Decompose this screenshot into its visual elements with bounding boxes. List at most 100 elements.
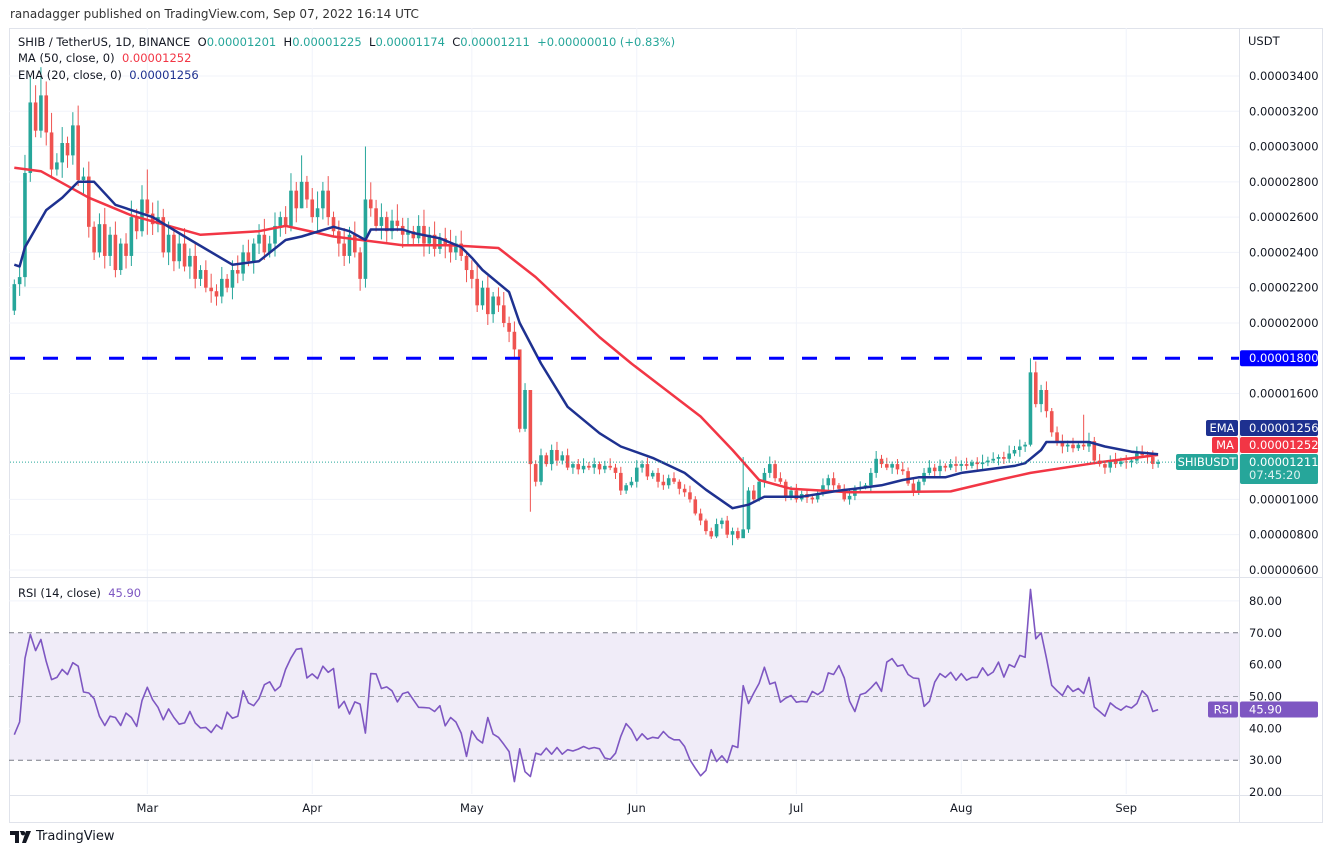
rsi-badge-tag: [1208, 701, 1238, 718]
candle: [815, 489, 820, 503]
candle-body: [752, 490, 756, 500]
candle: [230, 260, 235, 300]
rsi-label: RSI (14, close): [18, 586, 101, 600]
candle: [682, 484, 687, 497]
candle: [619, 466, 623, 496]
candle-body: [134, 217, 139, 232]
candle: [55, 153, 59, 176]
candle: [1033, 361, 1038, 408]
price-axis-label: 0.00002800: [1249, 175, 1319, 189]
legend-ema-row[interactable]: EMA (20, close, 0) 0.00001256: [18, 68, 199, 82]
symbol-info[interactable]: SHIB / TetherUS, 1D, BINANCE: [18, 35, 191, 49]
candle-body: [1092, 441, 1097, 461]
candle: [970, 459, 974, 469]
candle-body: [342, 243, 346, 256]
candle: [879, 454, 884, 468]
candle-body: [1023, 444, 1027, 447]
candle: [672, 472, 676, 485]
candle-body: [810, 497, 815, 500]
candle-body: [778, 478, 783, 482]
rsi-axis-label: 70.00: [1249, 626, 1282, 640]
candle-body: [693, 499, 698, 514]
candle-body: [890, 464, 894, 468]
candle-body: [459, 243, 464, 256]
candle-body: [374, 208, 378, 226]
candle-body: [927, 467, 932, 473]
candle: [262, 218, 267, 261]
ema-badge-tag-label: EMA: [1209, 421, 1234, 435]
candle: [762, 468, 767, 488]
candle-body: [746, 490, 751, 530]
candle-body: [730, 531, 735, 535]
candle: [251, 238, 256, 274]
candle: [39, 67, 43, 138]
candle-body: [289, 190, 293, 226]
candle: [496, 287, 501, 312]
candle: [486, 276, 490, 325]
candle: [528, 390, 533, 512]
time-axis-label: Sep: [1115, 801, 1137, 815]
candle: [1023, 441, 1027, 452]
candle-body: [1081, 444, 1086, 447]
rsi-axis-label: 30.00: [1249, 753, 1282, 767]
candle-body: [523, 390, 527, 429]
candle: [33, 85, 38, 138]
candle-body: [294, 190, 299, 209]
candle: [278, 211, 283, 237]
candle: [480, 280, 485, 310]
candle-body: [299, 181, 304, 209]
candle: [92, 221, 96, 261]
rsi-badge-bg: [1240, 701, 1318, 718]
candle-body: [943, 465, 948, 468]
candle-body: [581, 465, 586, 470]
candle-body: [464, 255, 469, 271]
candle-body: [55, 162, 59, 170]
legend-ma-row[interactable]: MA (50, close, 0) 0.00001252: [18, 51, 191, 65]
candle: [1060, 434, 1065, 454]
candle-body: [938, 465, 942, 472]
candle: [145, 169, 150, 235]
candle: [124, 233, 128, 269]
candle: [166, 221, 171, 266]
candle-body: [124, 243, 128, 256]
candle: [289, 173, 293, 232]
candle: [911, 477, 916, 497]
price-axis-unit: USDT: [1248, 34, 1281, 48]
candle-body: [480, 287, 485, 306]
candle-body: [262, 234, 267, 253]
candle: [28, 75, 33, 182]
candle-body: [837, 485, 841, 489]
candle-body: [379, 217, 384, 226]
candle-body: [1065, 444, 1070, 447]
tradingview-logo[interactable]: TradingView: [10, 829, 115, 844]
candle-body: [44, 95, 49, 133]
candle: [12, 279, 17, 315]
candle: [831, 472, 836, 490]
candle-body: [539, 455, 543, 482]
time-axis-label: Mar: [136, 801, 158, 815]
candle: [411, 225, 416, 247]
candle-body: [305, 181, 309, 200]
candle-body: [92, 226, 96, 253]
candle: [592, 457, 597, 474]
candle: [193, 243, 198, 289]
candle: [656, 468, 660, 488]
candle-body: [1033, 372, 1038, 405]
resistance-badge-bg: [1240, 350, 1318, 367]
candle: [778, 472, 783, 485]
candle: [501, 291, 506, 328]
candle: [874, 450, 878, 478]
close-label: C: [452, 35, 461, 49]
candle: [826, 474, 831, 491]
candle-body: [225, 278, 229, 288]
publish-info: ranadagger published on TradingView.com,…: [10, 7, 419, 21]
time-axis[interactable]: Mar Apr May Jun Jul Aug Sep: [136, 801, 1137, 815]
candle-body: [60, 143, 65, 163]
rsi-axis[interactable]: 80.00 70.00 60.00 50.00 40.00 30.00 20.00: [1249, 594, 1282, 799]
legend-rsi-row[interactable]: RSI (14, close) 45.90: [18, 586, 141, 600]
candle-body: [619, 472, 623, 491]
candle-body: [629, 481, 634, 486]
candle: [948, 459, 953, 471]
price-axis[interactable]: 0.00003400 0.00003200 0.00003000 0.00002800…: [1249, 69, 1319, 577]
